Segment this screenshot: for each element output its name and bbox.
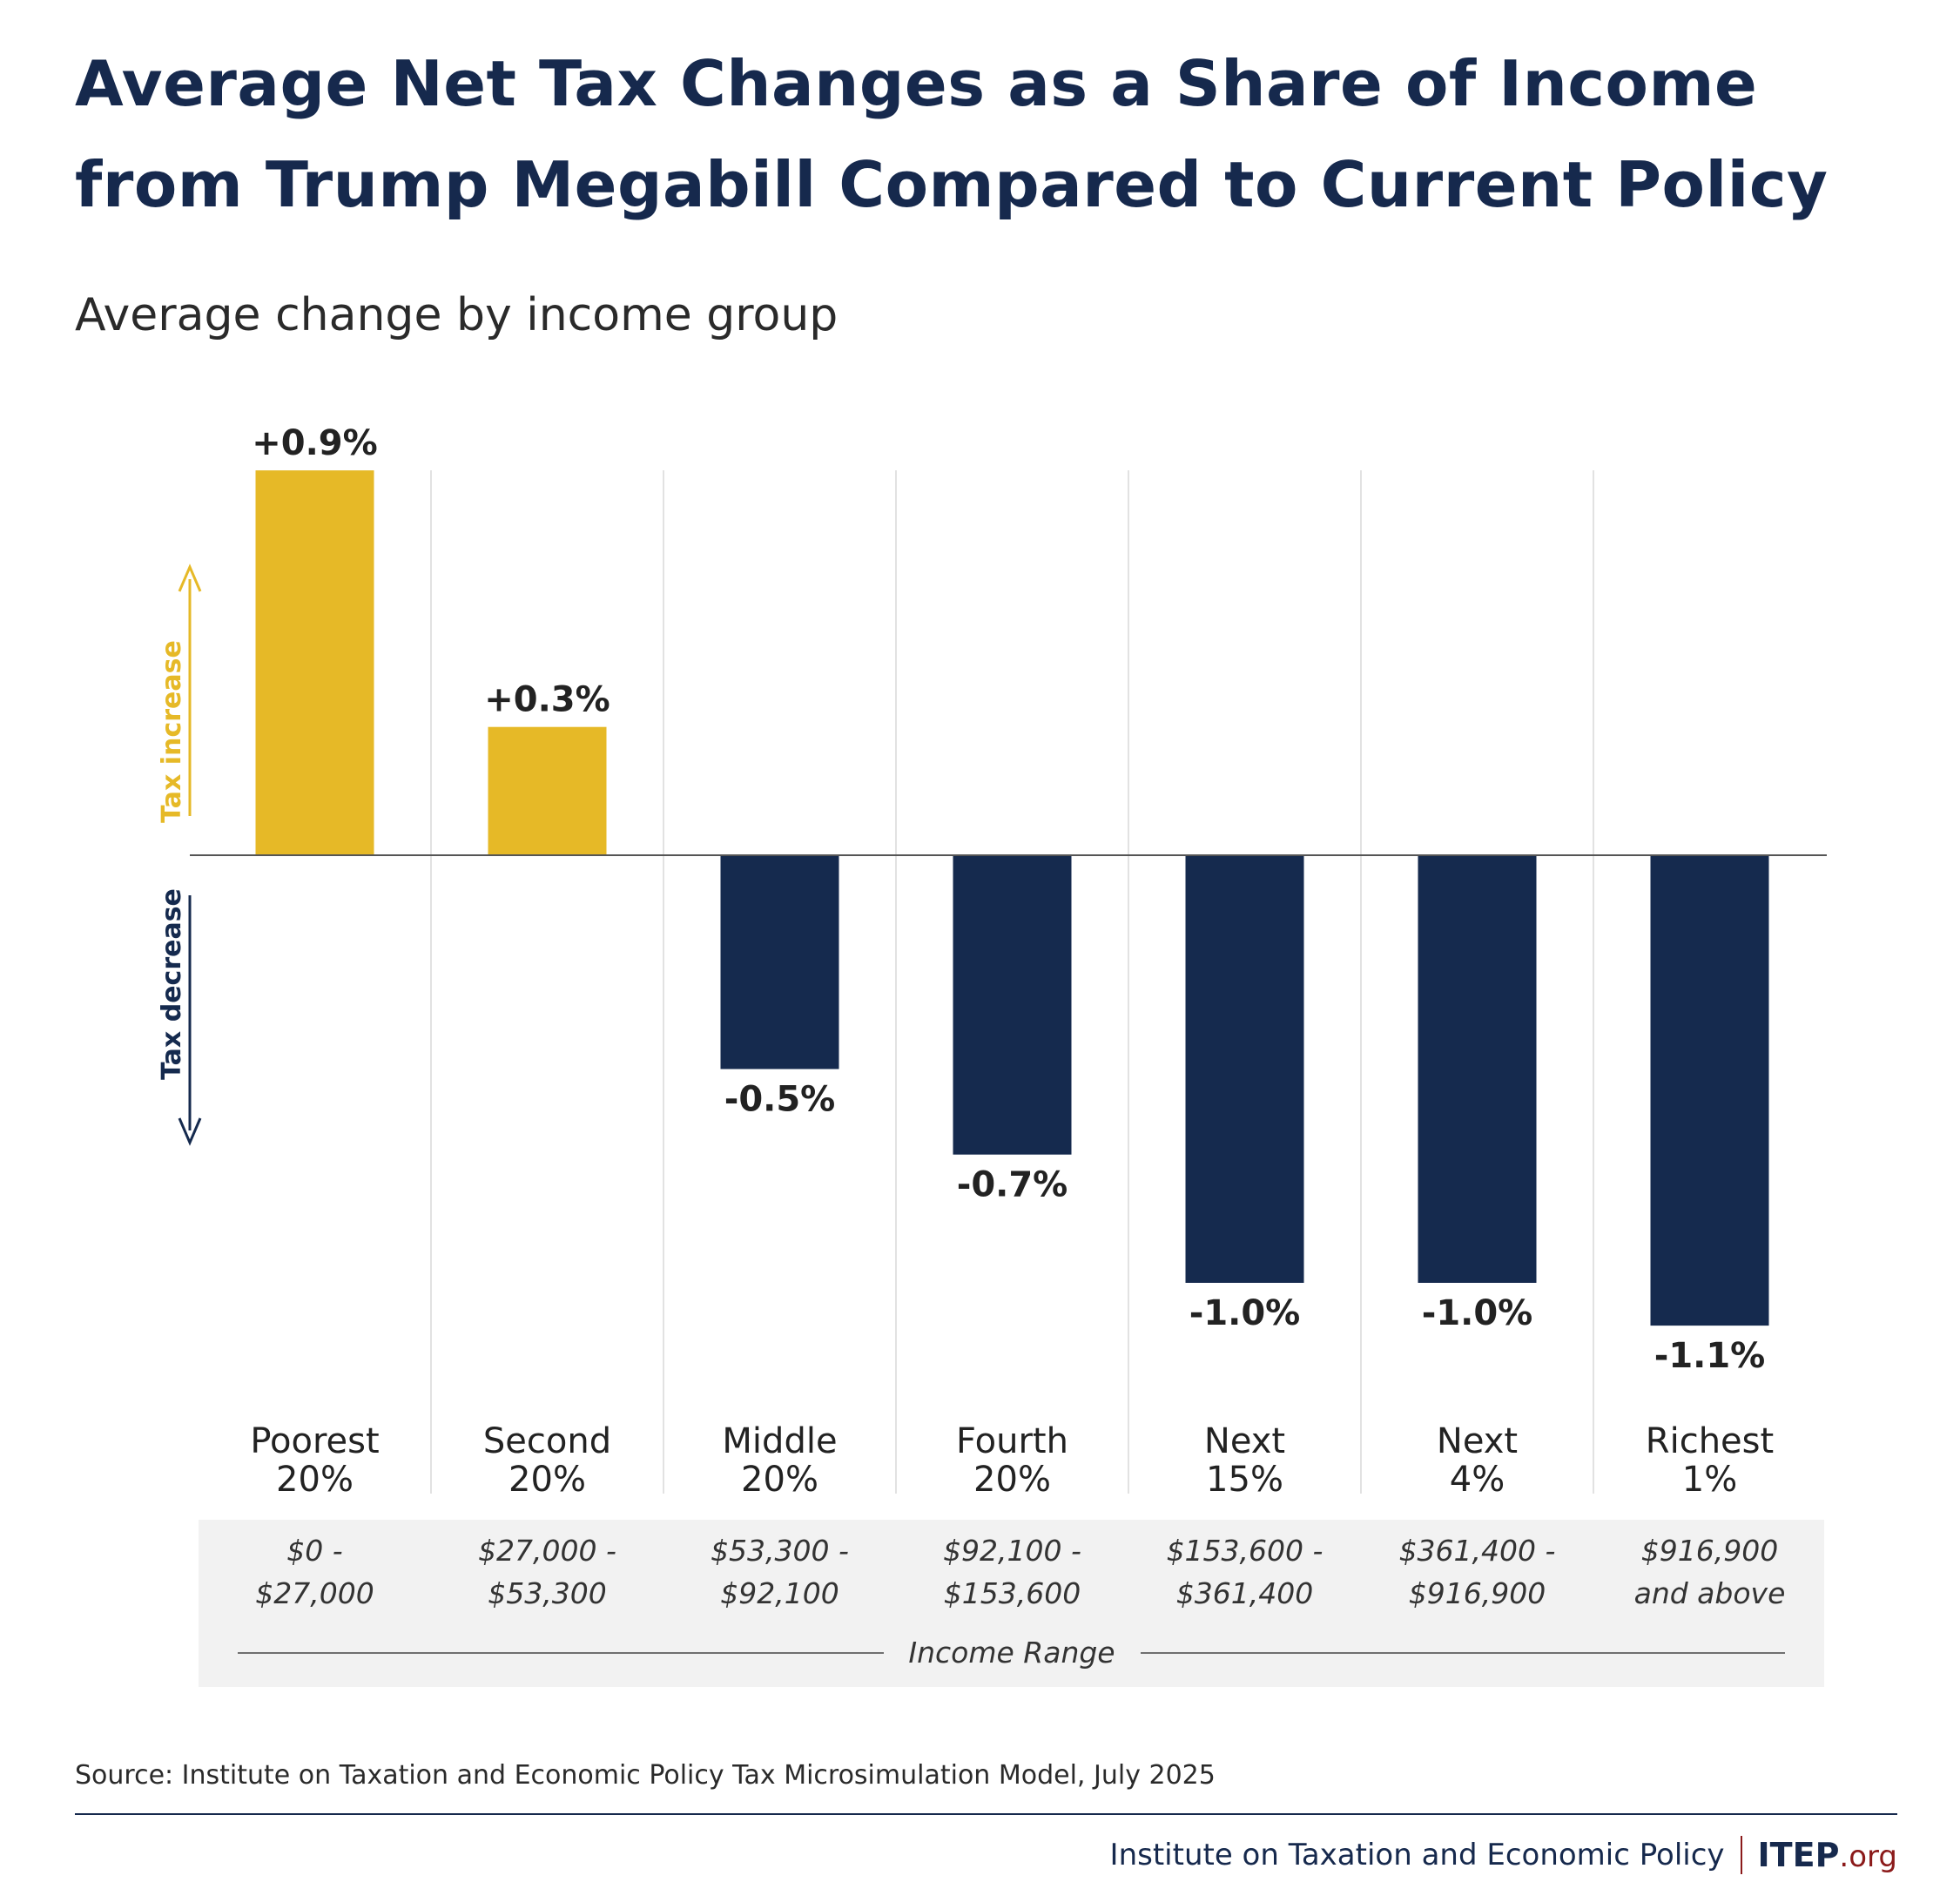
title-line-1: Average Net Tax Changes as a Share of In… bbox=[75, 47, 1758, 120]
income-range-caption: Income Range bbox=[908, 1636, 1115, 1670]
itep-logo: ITEP.org bbox=[1758, 1836, 1897, 1874]
income-range-label: $0 - bbox=[286, 1534, 342, 1568]
income-range-label: $361,400 - bbox=[1399, 1534, 1556, 1568]
category-label: Fourth bbox=[956, 1421, 1068, 1461]
income-range-label: $916,900 bbox=[1641, 1534, 1778, 1568]
category-label: Next bbox=[1437, 1421, 1518, 1461]
data-label: -1.1% bbox=[1654, 1336, 1766, 1376]
title-line-2: from Trump Megabill Compared to Current … bbox=[75, 148, 1829, 221]
income-range-label: $27,000 - bbox=[478, 1534, 616, 1568]
income-range-label: and above bbox=[1634, 1576, 1786, 1610]
bar bbox=[720, 855, 839, 1069]
data-label: -0.7% bbox=[957, 1165, 1068, 1205]
category-label: Poorest bbox=[250, 1421, 379, 1461]
org-name: Institute on Taxation and Economic Polic… bbox=[1109, 1838, 1725, 1872]
category-label: 15% bbox=[1206, 1460, 1283, 1500]
logo-suffix: .org bbox=[1839, 1839, 1897, 1874]
footer-separator bbox=[1740, 1836, 1742, 1874]
category-label: 1% bbox=[1682, 1460, 1737, 1500]
arrow-up-icon bbox=[178, 563, 202, 592]
category-label: 20% bbox=[973, 1460, 1051, 1500]
source-note: Source: Institute on Taxation and Econom… bbox=[75, 1760, 1216, 1791]
category-label: 20% bbox=[741, 1460, 818, 1500]
chart-subtitle: Average change by income group bbox=[75, 289, 839, 341]
bar bbox=[953, 855, 1072, 1155]
income-range-label: $53,300 bbox=[488, 1576, 606, 1610]
category-label: 4% bbox=[1450, 1460, 1505, 1500]
category-label: 20% bbox=[276, 1460, 354, 1500]
category-label: Middle bbox=[722, 1421, 837, 1461]
bar bbox=[488, 726, 607, 855]
category-label: Second bbox=[483, 1421, 611, 1461]
data-label: -0.5% bbox=[724, 1080, 836, 1120]
income-range-label: $53,300 - bbox=[711, 1534, 849, 1568]
chart-title: Average Net Tax Changes as a Share of In… bbox=[75, 33, 1921, 235]
income-range-label: $92,100 bbox=[720, 1576, 839, 1610]
bar bbox=[1185, 855, 1304, 1283]
category-label: Next bbox=[1204, 1421, 1285, 1461]
income-range-label: $27,000 bbox=[255, 1576, 374, 1610]
footer: Institute on Taxation and Economic Polic… bbox=[1110, 1836, 1897, 1874]
category-label: 20% bbox=[509, 1460, 586, 1500]
tax-decrease-label: Tax decrease bbox=[157, 888, 187, 1080]
income-range-label: $361,400 bbox=[1176, 1576, 1313, 1610]
category-label: Richest bbox=[1646, 1421, 1774, 1461]
income-range-label: $153,600 - bbox=[1167, 1534, 1324, 1568]
data-label: -1.0% bbox=[1422, 1293, 1533, 1333]
data-label: +0.9% bbox=[252, 423, 377, 463]
income-range-label: $916,900 bbox=[1409, 1576, 1546, 1610]
data-label: -1.0% bbox=[1189, 1293, 1301, 1333]
data-label: +0.3% bbox=[484, 680, 610, 720]
bar bbox=[1650, 855, 1769, 1326]
income-range-label: $153,600 bbox=[944, 1576, 1081, 1610]
bar bbox=[1418, 855, 1537, 1283]
logo-brand: ITEP bbox=[1757, 1836, 1840, 1874]
income-range-label: $92,100 - bbox=[943, 1534, 1081, 1568]
footer-divider bbox=[75, 1813, 1897, 1815]
tax-increase-label: Tax increase bbox=[157, 640, 187, 823]
arrow-down-icon bbox=[178, 1117, 202, 1146]
bar bbox=[255, 470, 374, 855]
income-range-band bbox=[199, 1520, 1824, 1687]
